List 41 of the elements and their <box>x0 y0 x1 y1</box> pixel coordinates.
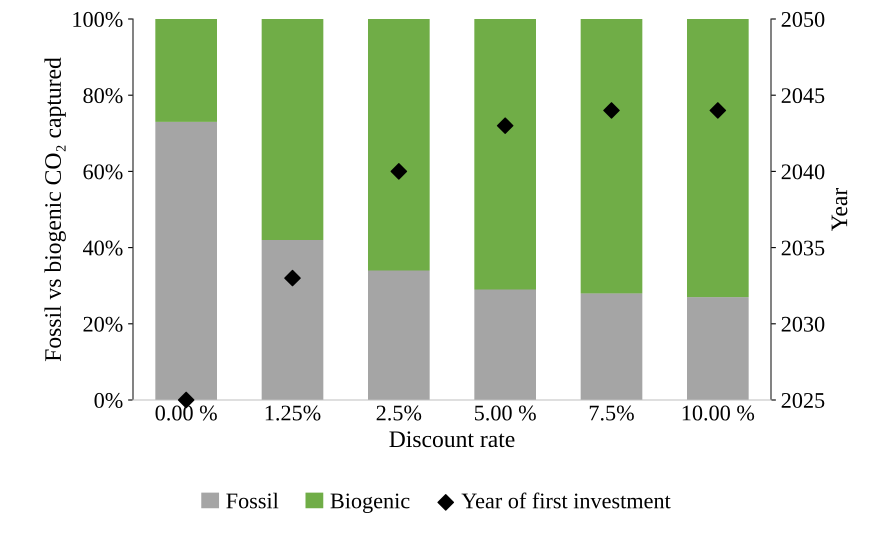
point <box>710 102 726 119</box>
y-axis-title: Fossil vs biogenic CO₂ captured <box>44 57 66 362</box>
bar <box>474 290 536 400</box>
y-tick-label: 40% <box>82 240 123 256</box>
legend-label: Year of first investment <box>462 492 671 508</box>
bar <box>686 19 749 298</box>
y2-tick-label: 2040 <box>782 164 824 180</box>
bar <box>262 240 324 400</box>
legend-label: Fossil <box>226 492 278 508</box>
x-tick-label: 10.00 % <box>682 406 754 421</box>
x-tick-label: 2.5% <box>376 406 422 421</box>
x-tick-label: 5.00 % <box>474 406 536 421</box>
bar <box>155 19 218 122</box>
y2-tick-label: 2035 <box>782 240 824 256</box>
bar <box>580 293 642 400</box>
y2-tick-label: 2045 <box>782 88 824 104</box>
y-tick-label: 20% <box>84 316 123 332</box>
point <box>603 102 620 119</box>
point <box>284 270 301 286</box>
x-tick-label: 7.5% <box>590 406 634 421</box>
x-axis-title: Discount rate <box>389 431 514 448</box>
x-tick-label: 1.25% <box>266 406 320 421</box>
y-tick-label: 0% <box>94 392 123 408</box>
y-tick-label: 80% <box>83 88 123 104</box>
bar <box>580 19 642 294</box>
y2-tick-label: 2050 <box>782 12 824 27</box>
bar <box>686 297 749 400</box>
bar <box>155 122 218 400</box>
y-tick-label: 100% <box>73 12 123 27</box>
x-tick-label: 0.00 % <box>156 406 217 421</box>
bar <box>262 19 324 240</box>
y2-tick-label: 2030 <box>782 316 824 332</box>
point <box>496 117 514 134</box>
bar <box>474 19 536 290</box>
legend-label: Biogenic <box>330 493 410 513</box>
point <box>390 163 408 180</box>
y-tick-label: 60% <box>84 164 123 180</box>
bar <box>368 270 430 400</box>
y2-tick-label: 2025 <box>782 392 824 408</box>
bar <box>368 19 430 270</box>
y2-axis-title: Year <box>832 188 848 231</box>
